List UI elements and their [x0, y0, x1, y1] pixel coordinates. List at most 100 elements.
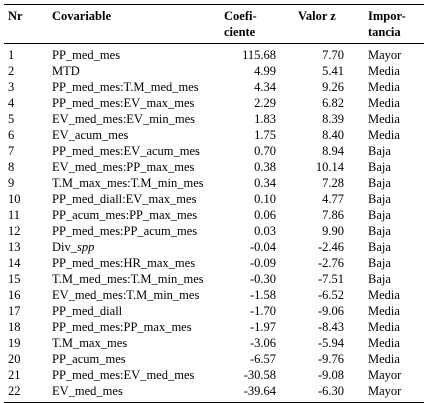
cell-coeficiente: -1.58 — [249, 288, 276, 302]
cell-valor-z: 7.28 — [322, 176, 344, 190]
cell-covariable-text: T.M_med_mes:T.M_min_mes — [52, 272, 204, 286]
cell-valor-z: 9.26 — [322, 80, 344, 94]
cell-covariable: EV_med_mes — [42, 383, 220, 403]
cell-covariable: EV_med_mes:PP_max_mes — [42, 159, 220, 175]
cell-nr: 19 — [8, 336, 21, 350]
cell-covariable-text: PP_acum_mes — [52, 352, 126, 366]
cell-coeficiente: 1.75 — [254, 128, 276, 142]
table-body: 1 PP_med_mes 115.68 7.70 Mayor 2 MTD 4.99 5.41 Me… — [4, 44, 424, 403]
header-coeficiente: Coefi- ciente — [220, 5, 282, 44]
cell-nr: 5 — [8, 112, 15, 126]
cell-covariable: PP_med_mes:EV_acum_mes — [42, 143, 220, 159]
cell-coeficiente: 0.38 — [254, 160, 276, 174]
cell-importancia: Mayor — [368, 368, 402, 382]
cell-nr: 15 — [8, 272, 21, 286]
cell-valor-z: -9.06 — [317, 304, 344, 318]
cell-nr: 1 — [8, 48, 15, 62]
cell-covariable-text: Div_ — [52, 240, 77, 254]
cell-nr: 9 — [8, 176, 15, 190]
cell-importancia: Baja — [368, 224, 391, 238]
table-row: 16 EV_med_mes:T.M_min_mes -1.58 -6.52 Media — [4, 287, 424, 303]
cell-covariable-text: PP_med_mes:PP_acum_mes — [52, 224, 198, 238]
cell-covariable-text: PP_med_mes:EV_med_mes — [52, 368, 195, 382]
cell-covariable-text: EV_acum_mes — [52, 128, 129, 142]
cell-valor-z: -6.30 — [282, 383, 358, 403]
cell-covariable: PP_acum_mes:PP_max_mes — [42, 207, 220, 223]
cell-covariable: PP_med_mes:PP_acum_mes — [42, 223, 220, 239]
cell-importancia: Media — [368, 352, 400, 366]
cell-importancia: Baja — [368, 256, 391, 270]
cell-valor-z: -9.76 — [317, 352, 344, 366]
table-row: 9 T.M_max_mes:T.M_min_mes 0.34 7.28 Baja — [4, 175, 424, 191]
cell-covariable-text: PP_med_mes:T.M_med_mes — [52, 80, 199, 94]
cell-importancia: Media — [368, 288, 400, 302]
cell-nr: 11 — [8, 208, 21, 222]
cell-covariable-text: PP_med_mes:EV_acum_mes — [52, 144, 200, 158]
cell-nr: 7 — [8, 144, 15, 158]
cell-valor-z: 4.77 — [322, 192, 344, 206]
cell-nr: 17 — [8, 304, 21, 318]
cell-importancia: Baja — [368, 208, 391, 222]
cell-coeficiente: 0.06 — [254, 208, 276, 222]
cell-valor-z: -5.94 — [317, 336, 344, 350]
cell-importancia: Baja — [368, 176, 391, 190]
table-row: 5 EV_med_mes:EV_min_mes 1.83 8.39 Media — [4, 111, 424, 127]
table-row: 10 PP_med_diall:EV_max_mes 0.10 4.77 Baja — [4, 191, 424, 207]
table-row: 19 T.M_max_mes -3.06 -5.94 Media — [4, 335, 424, 351]
header-importancia-line2: tancia — [368, 25, 401, 39]
cell-coeficiente: 115.68 — [242, 48, 276, 62]
table-row: 12 PP_med_mes:PP_acum_mes 0.03 9.90 Baja — [4, 223, 424, 239]
cell-coeficiente: 0.03 — [254, 224, 276, 238]
cell-covariable: PP_med_mes:T.M_med_mes — [42, 79, 220, 95]
cell-covariable-text: PP_med_mes:HR_max_mes — [52, 256, 196, 270]
cell-covariable: PP_med_mes:EV_med_mes — [42, 367, 220, 383]
cell-covariable-text: EV_med_mes:EV_min_mes — [52, 112, 196, 126]
cell-coeficiente: -0.30 — [249, 272, 276, 286]
cell-nr: 4 — [8, 96, 15, 110]
cell-coeficiente: 2.29 — [254, 96, 276, 110]
table-row: 7 PP_med_mes:EV_acum_mes 0.70 8.94 Baja — [4, 143, 424, 159]
cell-covariable: PP_med_mes:HR_max_mes — [42, 255, 220, 271]
header-covariable: Covariable — [52, 9, 112, 23]
cell-valor-z: -7.51 — [317, 272, 344, 286]
cell-importancia: Baja — [368, 192, 391, 206]
cell-nr: 12 — [8, 224, 21, 238]
table-row: 21 PP_med_mes:EV_med_mes -30.58 -9.08 Mayor — [4, 367, 424, 383]
cell-covariable: Div_spp — [42, 239, 220, 255]
cell-covariable-text: EV_med_mes:PP_max_mes — [52, 160, 195, 174]
cell-covariable-italic: spp — [77, 240, 95, 254]
cell-coeficiente: -0.09 — [249, 256, 276, 270]
cell-covariable: T.M_med_mes:T.M_min_mes — [42, 271, 220, 287]
covariable-table: Nr Covariable Coefi- ciente Valor z Impo… — [4, 4, 424, 403]
cell-coeficiente: -3.06 — [249, 336, 276, 350]
cell-coeficiente: 1.83 — [254, 112, 276, 126]
cell-nr: 20 — [8, 352, 21, 366]
cell-nr: 14 — [8, 256, 21, 270]
cell-valor-z: 8.40 — [322, 128, 344, 142]
cell-coeficiente: -39.64 — [220, 383, 282, 403]
cell-covariable-text: EV_med_mes — [52, 384, 123, 398]
cell-importancia: Baja — [368, 240, 391, 254]
cell-covariable: PP_med_diall:EV_max_mes — [42, 191, 220, 207]
cell-covariable-text: PP_med_mes — [52, 48, 121, 62]
table-row: 14 PP_med_mes:HR_max_mes -0.09 -2.76 Baja — [4, 255, 424, 271]
table-row: 6 EV_acum_mes 1.75 8.40 Media — [4, 127, 424, 143]
cell-covariable-text: PP_med_mes:PP_max_mes — [52, 320, 192, 334]
cell-valor-z: 7.70 — [322, 48, 344, 62]
cell-importancia: Media — [368, 128, 400, 142]
cell-covariable-text: PP_med_diall:EV_max_mes — [52, 192, 197, 206]
cell-nr: 6 — [8, 128, 15, 142]
cell-coeficiente: 0.70 — [254, 144, 276, 158]
cell-nr: 2 — [8, 64, 15, 78]
cell-valor-z: 9.90 — [322, 224, 344, 238]
cell-importancia: Media — [368, 336, 400, 350]
cell-importancia: Mayor — [368, 48, 402, 62]
cell-importancia: Media — [368, 80, 400, 94]
cell-coeficiente: 0.10 — [254, 192, 276, 206]
table-row: 8 EV_med_mes:PP_max_mes 0.38 10.14 Baja — [4, 159, 424, 175]
cell-covariable: PP_med_mes:PP_max_mes — [42, 319, 220, 335]
table-row: 1 PP_med_mes 115.68 7.70 Mayor — [4, 44, 424, 64]
cell-importancia: Media — [368, 112, 400, 126]
cell-coeficiente: 4.99 — [254, 64, 276, 78]
cell-valor-z: 6.82 — [322, 96, 344, 110]
